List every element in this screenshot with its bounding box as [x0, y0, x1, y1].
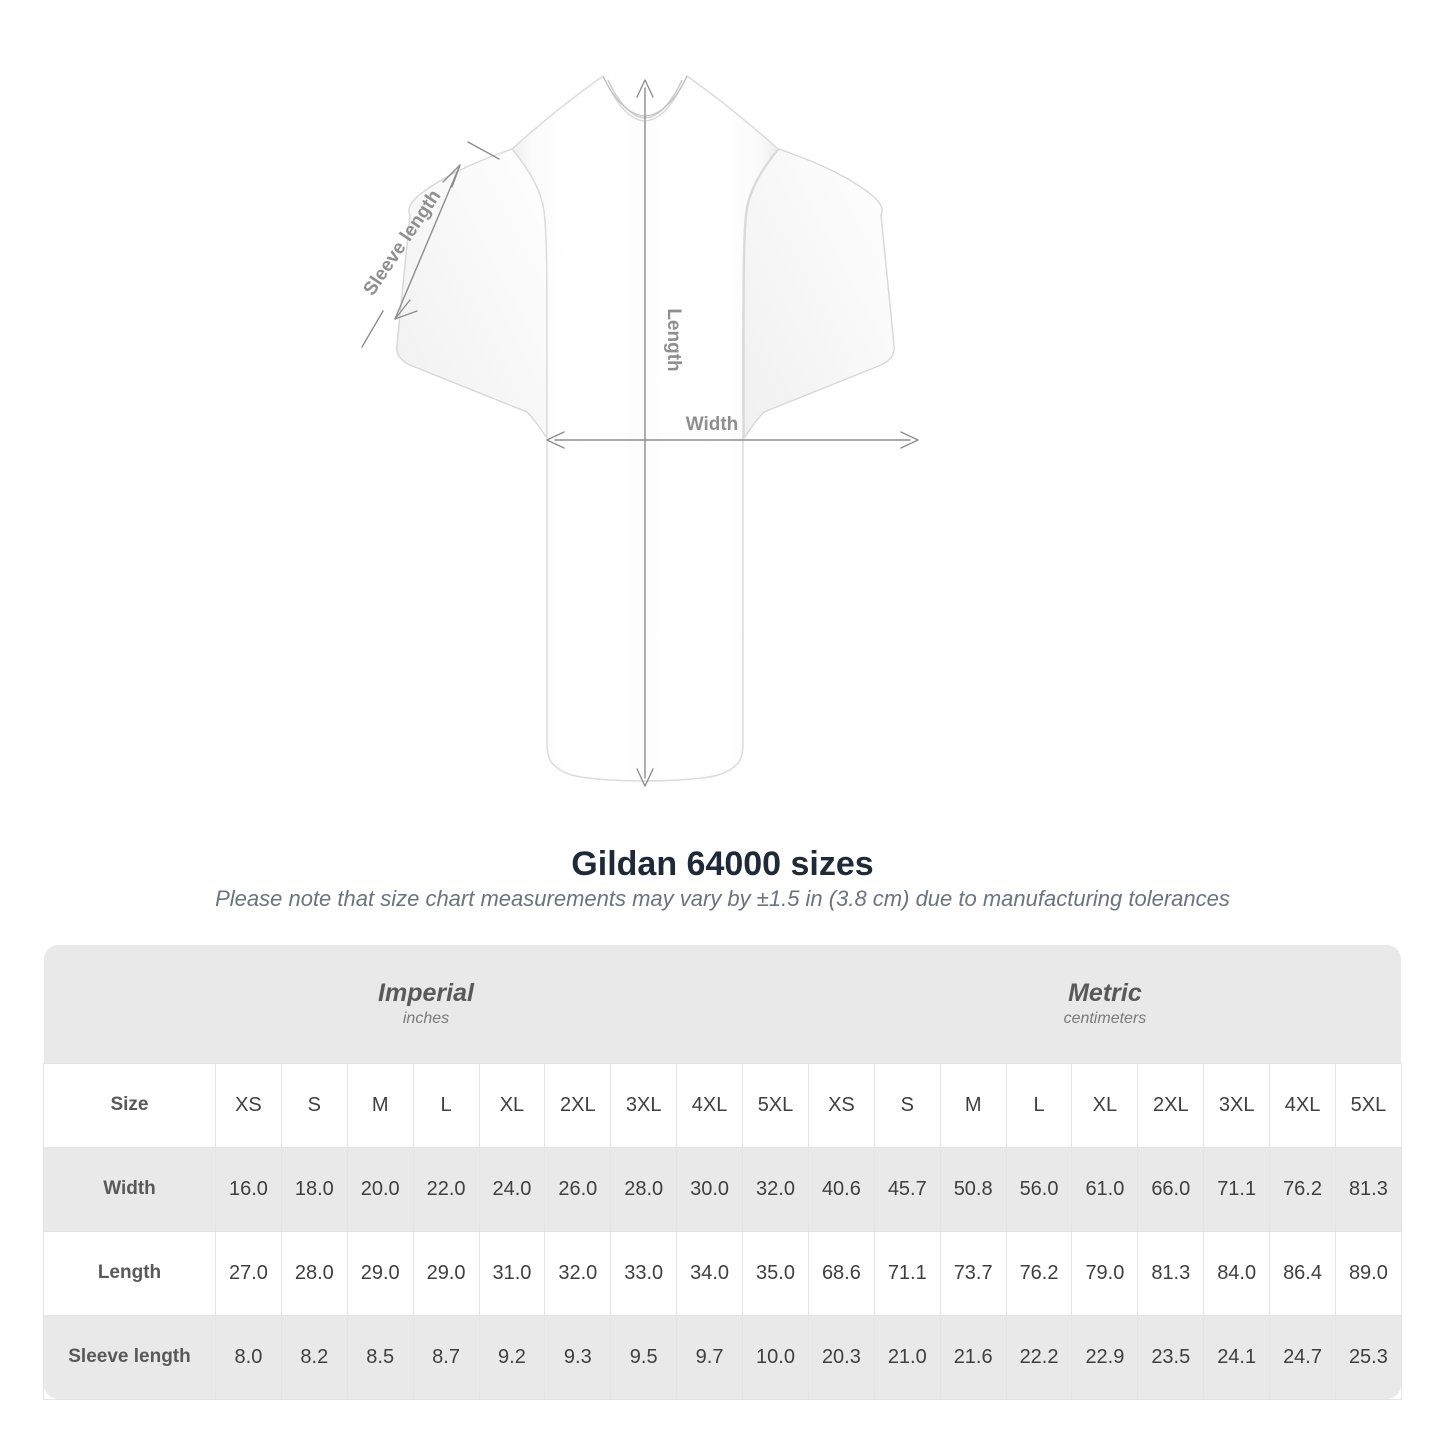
svg-text:Width: Width	[686, 414, 739, 435]
svg-text:Length: Length	[663, 308, 684, 371]
